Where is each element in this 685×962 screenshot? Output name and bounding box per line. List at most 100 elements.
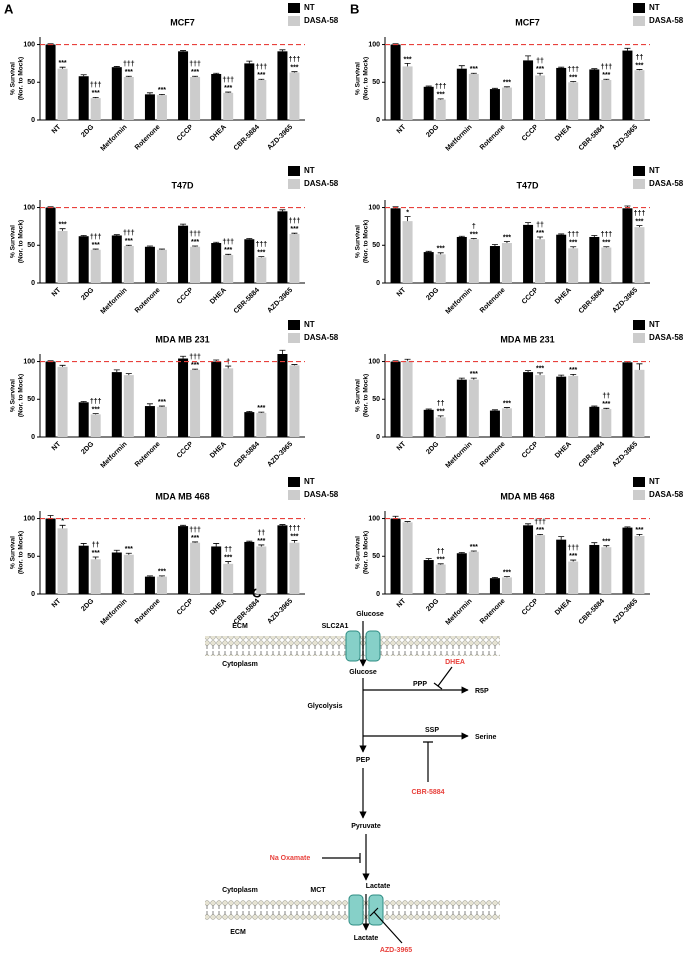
significance-label: ***: [257, 72, 265, 79]
error-bar: [92, 96, 99, 99]
significance-label: ***: [602, 240, 610, 247]
x-tick-label: AZD-3965: [266, 441, 294, 469]
bar-chart: T47D % Survival (Nor. to Mock) 0 50 100 *** NT †…: [10, 166, 339, 316]
bar: [289, 233, 300, 283]
error-bar: [491, 244, 498, 247]
transporter: [345, 630, 361, 662]
significance-label: ***: [635, 527, 643, 534]
legend-label: DASA-58: [649, 490, 684, 499]
error-bar: [279, 524, 286, 526]
bar: [256, 546, 267, 594]
significance-label: ***: [191, 239, 199, 246]
bar: [423, 560, 434, 594]
significance-label: ***: [290, 65, 298, 72]
x-tick-label: CBR-5884: [578, 124, 606, 152]
y-axis-label: % Survival: [355, 225, 362, 258]
y-tick-label: 50: [372, 396, 380, 403]
significance-label: ***: [536, 527, 544, 534]
bar: [244, 412, 255, 437]
x-tick-label: CCCP: [176, 441, 195, 460]
bar: [568, 375, 579, 437]
error-bar: [125, 373, 132, 376]
diagram-label: Pyruvate: [351, 823, 381, 830]
significance-label: ***: [191, 535, 199, 542]
legend-swatch: [633, 477, 645, 487]
y-tick-label: 0: [31, 434, 35, 441]
y-tick-label: 100: [368, 41, 380, 48]
error-bar: [146, 575, 153, 577]
significance-label: †††: [123, 61, 135, 68]
bar: [468, 239, 479, 283]
significance-label: ***: [437, 92, 445, 99]
inhibition: [423, 741, 433, 782]
x-tick-label: NT: [51, 123, 63, 135]
significance-label: †††: [567, 545, 579, 552]
bar: [402, 221, 413, 283]
y-tick-label: 100: [23, 515, 35, 522]
significance-label: ††: [536, 58, 544, 65]
error-bar: [246, 60, 253, 64]
legend-swatch: [633, 166, 645, 176]
bar: [601, 409, 612, 437]
bar: [468, 379, 479, 437]
significance-label: ***: [92, 550, 100, 557]
diagram-label: Lactate: [366, 883, 391, 890]
error-bar: [458, 65, 465, 69]
inhibition: [322, 853, 361, 863]
bar: [622, 527, 633, 594]
x-tick-label: NT: [396, 286, 408, 298]
x-tick-label: NT: [51, 286, 63, 298]
bar: [156, 95, 167, 120]
bar: [223, 563, 234, 594]
error-bar: [525, 222, 532, 225]
legend-label: DASA-58: [649, 16, 684, 25]
bar: [90, 249, 101, 283]
bar: [402, 360, 413, 437]
error-bar: [279, 349, 286, 354]
significance-label: ***: [257, 405, 265, 412]
bar: [178, 526, 189, 594]
x-tick-label: Rotenone: [134, 287, 162, 315]
bar: [556, 234, 567, 283]
bar: [423, 86, 434, 120]
significance-label: ***: [536, 366, 544, 373]
bar: [423, 252, 434, 283]
error-bar: [558, 66, 565, 68]
diagram-label: Glycolysis: [307, 703, 342, 710]
y-tick-label: 50: [27, 79, 35, 86]
error-bar: [537, 236, 544, 240]
significance-label: †††: [222, 239, 234, 246]
inhibitor-label: AZD-3965: [380, 947, 412, 954]
significance-label: †††: [255, 64, 267, 71]
legend-label: NT: [649, 320, 660, 329]
x-tick-label: 2DG: [425, 286, 441, 302]
y-axis-label: % Survival: [10, 536, 17, 569]
error-bar: [225, 91, 232, 93]
diagram-label: SSP: [425, 727, 439, 734]
significance-label: ***: [503, 569, 511, 576]
error-bar: [636, 225, 643, 228]
bar: [144, 406, 155, 437]
error-bar: [125, 244, 132, 247]
error-bar: [603, 246, 610, 248]
y-tick-label: 50: [27, 396, 35, 403]
chart-title: MCF7: [515, 17, 540, 27]
x-tick-label: Rotenone: [134, 441, 162, 469]
bar: [523, 372, 534, 437]
error-bar: [570, 373, 577, 376]
bar-chart: T47D % Survival (Nor. to Mock) 0 50 100 * NT ***…: [355, 166, 684, 316]
inhibition: [369, 907, 403, 944]
error-bar: [624, 47, 631, 51]
x-tick-label: CCCP: [176, 287, 195, 306]
error-bar: [537, 72, 544, 76]
y-axis-label: (Nor. to Mock): [18, 531, 25, 574]
significance-label: †††: [189, 354, 201, 361]
legend-swatch: [288, 3, 300, 13]
error-bar: [603, 545, 610, 548]
error-bar: [291, 71, 298, 73]
error-bar: [158, 93, 165, 96]
x-tick-label: AZD-3965: [266, 598, 294, 626]
y-axis-label: (Nor. to Mock): [363, 374, 370, 417]
error-bar: [591, 235, 598, 237]
y-tick-label: 0: [31, 591, 35, 598]
